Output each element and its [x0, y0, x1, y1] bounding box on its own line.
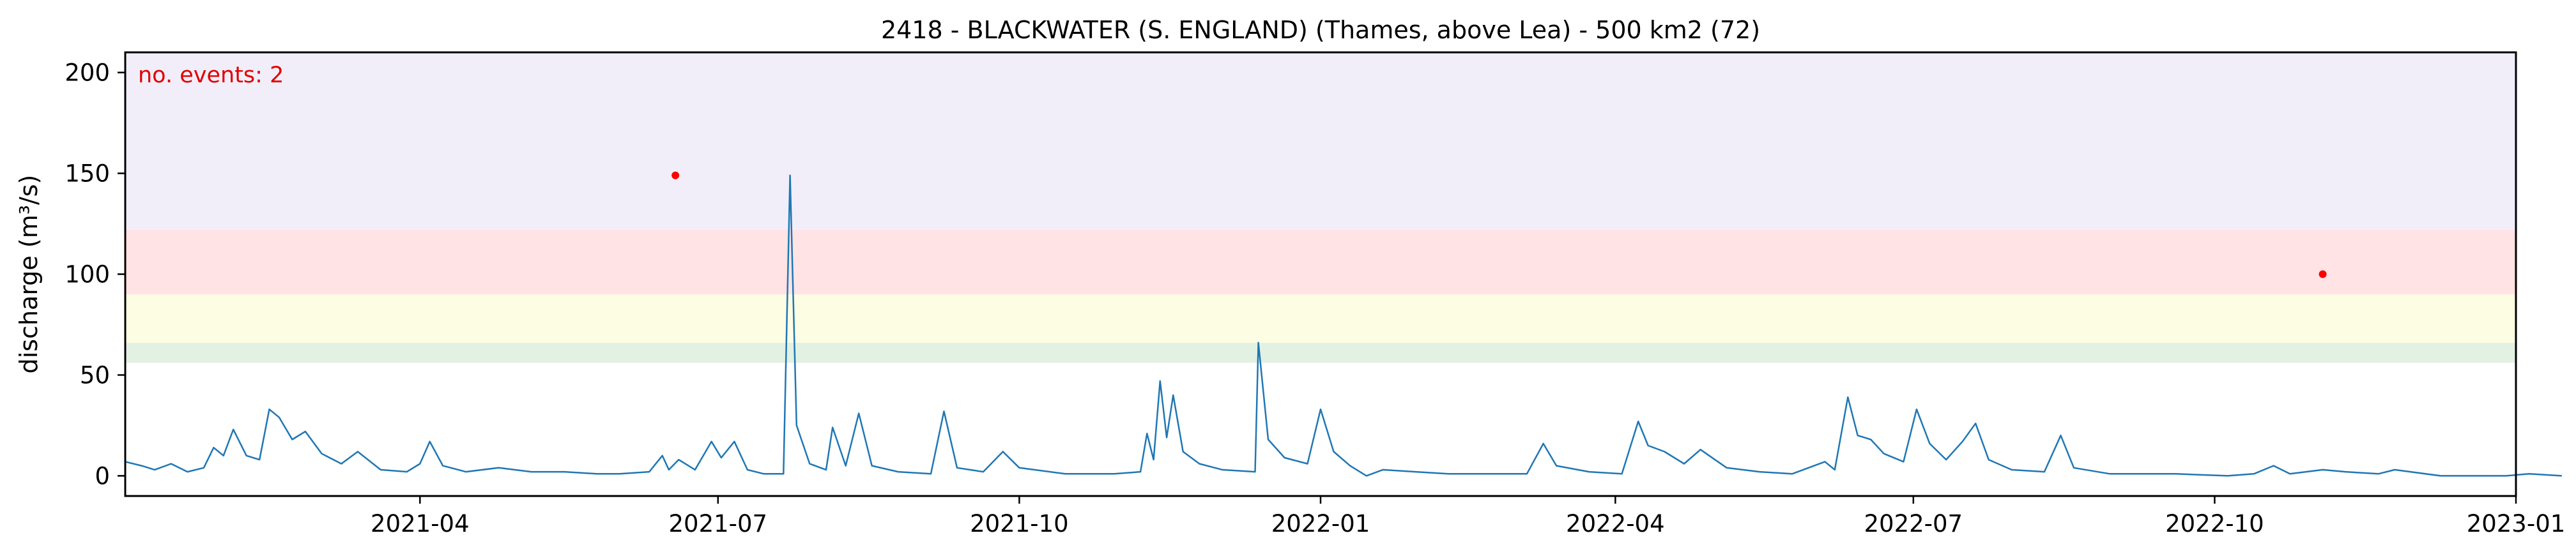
y-tick-label: 200: [65, 59, 110, 87]
threshold-band-1: [125, 342, 2516, 363]
y-tick-label: 150: [65, 160, 110, 188]
x-tick-label: 2022-04: [1566, 510, 1665, 537]
threshold-band-2: [125, 294, 2516, 343]
series-line-discharge: [125, 174, 2562, 477]
x-tick-label: 2023-01: [2467, 510, 2566, 537]
chart-title: 2418 - BLACKWATER (S. ENGLAND) (Thames, …: [881, 16, 1760, 44]
y-tick-label: 50: [80, 361, 110, 389]
x-tick-label: 2022-10: [2165, 510, 2264, 537]
threshold-band-3: [125, 230, 2516, 295]
x-tick-label: 2022-01: [1271, 510, 1370, 537]
x-tick-label: 2021-10: [970, 510, 1069, 537]
y-tick-label: 100: [65, 261, 110, 289]
y-axis: 0 50 100 150 200: [65, 59, 125, 490]
threshold-band-4: [125, 52, 2516, 230]
x-axis: 2021-04 2021-07 2021-10 2022-01 2022-04 2022-…: [371, 496, 2565, 537]
x-tick-label: 2021-04: [371, 510, 470, 537]
events-annotation: no. events: 2: [138, 63, 284, 88]
event-markers: [671, 171, 2327, 278]
threshold-bands: [125, 52, 2516, 363]
event-point-2: [2319, 270, 2327, 278]
x-tick-label: 2022-07: [1864, 510, 1963, 537]
y-axis-label: discharge (m³/s): [15, 175, 43, 374]
event-point-1: [671, 171, 680, 179]
series-layer: [125, 174, 2562, 477]
x-tick-label: 2021-07: [669, 510, 768, 537]
y-tick-label: 0: [95, 462, 110, 490]
